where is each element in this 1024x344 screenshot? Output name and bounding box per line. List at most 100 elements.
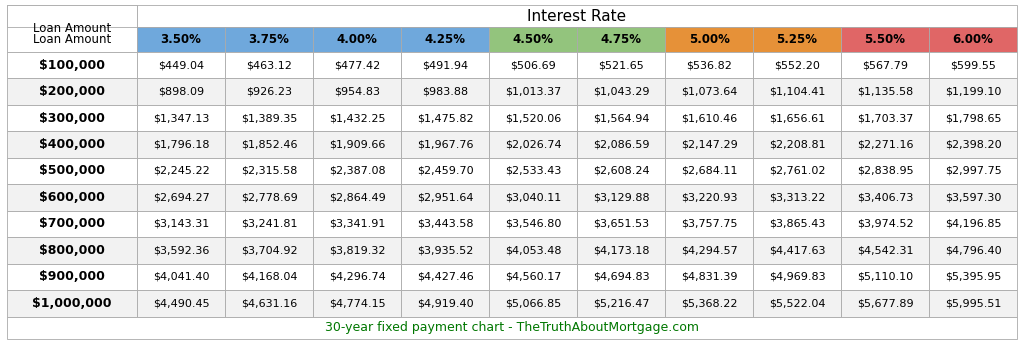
Bar <box>313 28 401 52</box>
Text: $2,838.95: $2,838.95 <box>857 166 913 176</box>
Text: $5,066.85: $5,066.85 <box>505 298 561 308</box>
Bar <box>313 264 401 290</box>
Bar <box>665 264 753 290</box>
Bar <box>577 52 665 78</box>
Bar <box>225 184 313 211</box>
Bar <box>225 211 313 237</box>
Text: 6.00%: 6.00% <box>952 33 993 46</box>
Text: $1,000,000: $1,000,000 <box>32 297 112 310</box>
Bar <box>665 105 753 131</box>
Bar <box>489 211 577 237</box>
Bar <box>665 28 753 52</box>
Bar <box>401 264 489 290</box>
Bar <box>137 78 225 105</box>
Bar <box>929 158 1017 184</box>
Bar <box>7 158 137 184</box>
Text: $3,935.52: $3,935.52 <box>417 245 473 255</box>
Bar <box>137 131 225 158</box>
Bar <box>313 184 401 211</box>
Text: $500,000: $500,000 <box>39 164 105 178</box>
Text: $477.42: $477.42 <box>334 60 380 70</box>
Bar <box>665 184 753 211</box>
Text: $4,041.40: $4,041.40 <box>153 272 209 282</box>
Bar <box>137 28 225 52</box>
Text: $4,168.04: $4,168.04 <box>241 272 297 282</box>
Bar <box>753 28 841 52</box>
Bar <box>577 264 665 290</box>
Bar <box>225 78 313 105</box>
Bar <box>7 316 1017 339</box>
Bar <box>137 52 225 78</box>
Text: $1,796.18: $1,796.18 <box>153 140 209 150</box>
Text: $1,432.25: $1,432.25 <box>329 113 385 123</box>
Text: $1,013.37: $1,013.37 <box>505 87 561 97</box>
Bar <box>313 131 401 158</box>
Bar <box>225 290 313 316</box>
Text: $2,761.02: $2,761.02 <box>769 166 825 176</box>
Bar <box>7 5 137 28</box>
Text: $2,208.81: $2,208.81 <box>769 140 825 150</box>
Text: 4.75%: 4.75% <box>600 33 641 46</box>
Bar <box>841 52 929 78</box>
Text: $2,951.64: $2,951.64 <box>417 192 473 203</box>
Text: $983.88: $983.88 <box>422 87 468 97</box>
Text: $463.12: $463.12 <box>246 60 292 70</box>
Bar <box>841 264 929 290</box>
Text: 4.25%: 4.25% <box>425 33 466 46</box>
Text: $3,241.81: $3,241.81 <box>241 219 297 229</box>
Text: $2,608.24: $2,608.24 <box>593 166 649 176</box>
Bar <box>489 184 577 211</box>
Bar <box>753 131 841 158</box>
Bar <box>401 290 489 316</box>
Bar <box>7 264 137 290</box>
Bar <box>225 237 313 264</box>
Text: $4,774.15: $4,774.15 <box>329 298 385 308</box>
Text: $1,798.65: $1,798.65 <box>945 113 1001 123</box>
Text: $449.04: $449.04 <box>158 60 204 70</box>
Bar <box>929 264 1017 290</box>
Text: $1,475.82: $1,475.82 <box>417 113 473 123</box>
Text: 4.50%: 4.50% <box>512 33 554 46</box>
Bar <box>313 78 401 105</box>
Text: $2,147.29: $2,147.29 <box>681 140 737 150</box>
Text: $3,220.93: $3,220.93 <box>681 192 737 203</box>
Text: $4,560.17: $4,560.17 <box>505 272 561 282</box>
Bar <box>225 52 313 78</box>
Bar <box>753 211 841 237</box>
Text: 30-year fixed payment chart - TheTruthAboutMortgage.com: 30-year fixed payment chart - TheTruthAb… <box>325 321 699 334</box>
Text: $954.83: $954.83 <box>334 87 380 97</box>
Bar <box>313 290 401 316</box>
Bar <box>313 158 401 184</box>
Bar <box>929 52 1017 78</box>
Text: $1,610.46: $1,610.46 <box>681 113 737 123</box>
Bar <box>929 78 1017 105</box>
Text: $599.55: $599.55 <box>950 60 996 70</box>
Bar <box>7 237 137 264</box>
Text: $2,533.43: $2,533.43 <box>505 166 561 176</box>
Bar <box>929 237 1017 264</box>
Text: $4,053.48: $4,053.48 <box>505 245 561 255</box>
Bar <box>225 105 313 131</box>
Text: $3,040.11: $3,040.11 <box>505 192 561 203</box>
Bar <box>401 78 489 105</box>
Text: $1,389.35: $1,389.35 <box>241 113 297 123</box>
Text: $1,656.61: $1,656.61 <box>769 113 825 123</box>
Text: $536.82: $536.82 <box>686 60 732 70</box>
Text: $2,387.08: $2,387.08 <box>329 166 385 176</box>
Text: $3,546.80: $3,546.80 <box>505 219 561 229</box>
Text: $1,852.46: $1,852.46 <box>241 140 297 150</box>
Text: $1,703.37: $1,703.37 <box>857 113 913 123</box>
Text: $4,417.63: $4,417.63 <box>769 245 825 255</box>
Bar <box>577 184 665 211</box>
Bar <box>489 290 577 316</box>
Bar <box>313 237 401 264</box>
Text: $100,000: $100,000 <box>39 58 105 72</box>
Bar <box>665 78 753 105</box>
Bar <box>225 264 313 290</box>
Text: $4,427.46: $4,427.46 <box>417 272 473 282</box>
Bar <box>489 264 577 290</box>
Bar <box>137 158 225 184</box>
Bar <box>7 78 137 105</box>
Text: $5,216.47: $5,216.47 <box>593 298 649 308</box>
Bar <box>7 211 137 237</box>
